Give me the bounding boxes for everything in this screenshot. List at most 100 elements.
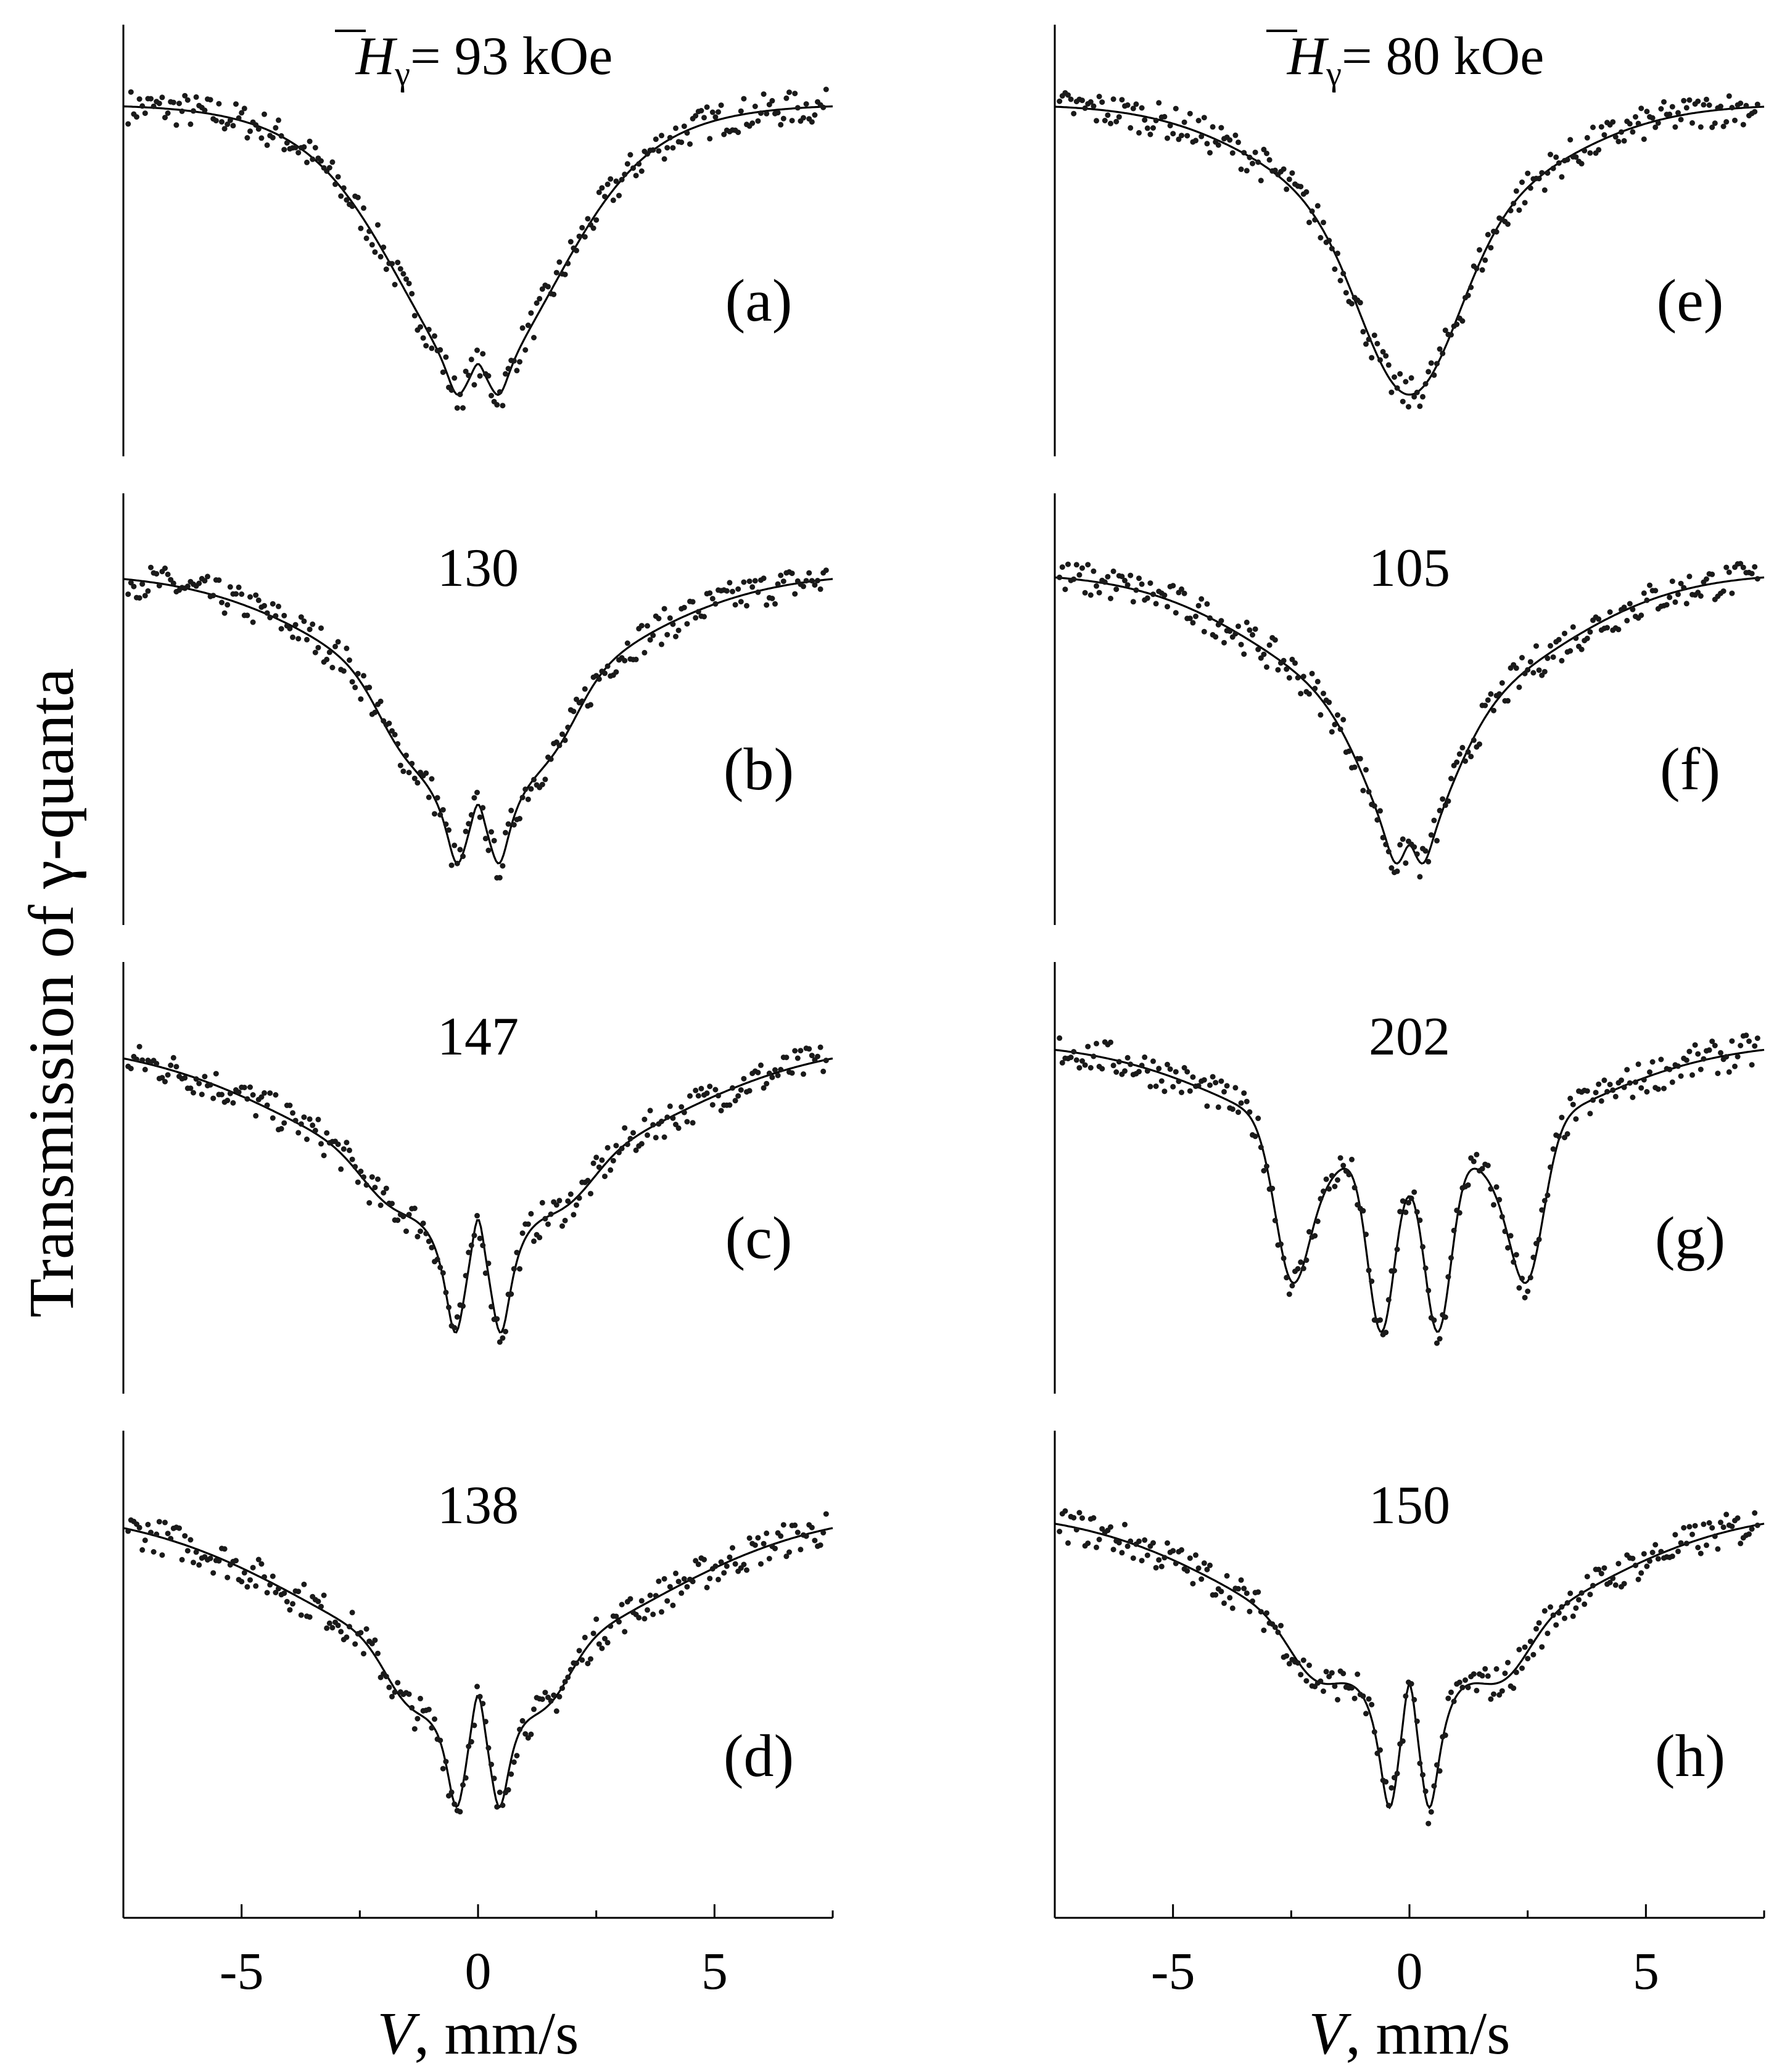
data-point	[565, 1198, 571, 1204]
data-point	[1204, 1566, 1210, 1572]
data-point	[1318, 712, 1324, 718]
data-point	[539, 286, 545, 292]
data-point	[1672, 599, 1678, 605]
data-point	[344, 645, 350, 651]
data-point	[165, 1531, 171, 1537]
data-point	[1309, 208, 1315, 214]
field-value-label: 147	[437, 1007, 519, 1067]
data-point	[661, 1576, 667, 1582]
data-point	[778, 1067, 784, 1072]
data-point	[363, 1182, 369, 1188]
data-point	[670, 1115, 676, 1121]
data-point	[1729, 1523, 1735, 1529]
data-point	[1165, 135, 1170, 141]
data-point	[284, 140, 290, 146]
data-point	[324, 1625, 330, 1631]
data-point	[426, 794, 432, 800]
data-point	[392, 282, 398, 287]
data-point	[1442, 1314, 1448, 1320]
data-point	[258, 135, 265, 141]
data-point	[531, 335, 537, 340]
data-point	[355, 670, 361, 676]
data-point	[1150, 1058, 1156, 1064]
data-point	[452, 1325, 458, 1331]
data-point	[1468, 284, 1474, 290]
data-point	[1496, 1692, 1503, 1698]
data-point	[1545, 656, 1551, 661]
data-point	[1422, 1788, 1429, 1794]
data-point	[1329, 729, 1335, 735]
data-point	[780, 578, 786, 585]
data-point	[1266, 157, 1273, 163]
data-point	[1238, 1577, 1244, 1583]
data-point	[159, 1075, 165, 1081]
data-point	[1156, 1066, 1162, 1072]
data-point	[1335, 712, 1340, 718]
data-point	[406, 281, 412, 287]
data-point	[1187, 615, 1193, 622]
data-point	[653, 1593, 659, 1599]
data-point	[1732, 1063, 1738, 1069]
data-point	[724, 588, 730, 594]
data-point	[1587, 1111, 1593, 1117]
data-point	[1108, 120, 1113, 126]
data-point	[1658, 106, 1664, 112]
data-point	[738, 1087, 744, 1093]
data-point	[789, 1070, 795, 1076]
data-point	[162, 565, 168, 571]
x-axis-var-left: V	[377, 2000, 421, 2067]
data-point	[548, 1211, 554, 1217]
data-point	[608, 176, 614, 182]
data-point	[383, 266, 389, 273]
data-point	[1536, 1236, 1542, 1243]
data-point	[1644, 597, 1650, 603]
data-point	[1170, 131, 1176, 137]
data-point	[1689, 1072, 1695, 1078]
data-point	[712, 1563, 719, 1569]
data-point	[1550, 165, 1556, 171]
data-point	[514, 1249, 520, 1256]
data-point	[670, 1602, 676, 1608]
data-point	[1400, 836, 1406, 842]
data-point	[1295, 1660, 1301, 1666]
data-point	[148, 96, 154, 102]
data-point	[1184, 133, 1190, 139]
x-tick-label: 5	[701, 1941, 728, 2000]
data-point	[500, 1335, 506, 1341]
data-point	[1678, 1540, 1684, 1546]
data-point	[1612, 134, 1619, 140]
data-point	[1550, 1146, 1556, 1152]
data-point	[1746, 1531, 1752, 1537]
data-point	[1252, 1133, 1258, 1140]
data-point	[1247, 1608, 1253, 1614]
data-point	[227, 1090, 233, 1096]
data-point	[616, 192, 622, 199]
data-point	[1420, 1244, 1425, 1250]
data-point	[443, 354, 449, 360]
data-point	[1400, 1198, 1406, 1204]
data-point	[347, 1624, 352, 1630]
data-point	[485, 373, 492, 379]
data-point	[139, 581, 146, 587]
data-point	[1482, 702, 1488, 709]
data-point	[1215, 142, 1221, 148]
data-point	[744, 1567, 749, 1573]
data-point	[1442, 802, 1448, 808]
data-point	[701, 115, 707, 121]
data-point	[1079, 1515, 1085, 1521]
data-point	[227, 117, 233, 123]
data-point	[429, 1244, 435, 1251]
field-value-label: Hγ= 93 kOe	[355, 27, 613, 93]
data-point	[630, 165, 636, 171]
data-point	[528, 1731, 534, 1737]
data-point	[184, 583, 191, 590]
data-point	[1463, 758, 1468, 764]
data-point	[1218, 618, 1224, 624]
data-point	[372, 1637, 378, 1643]
data-point	[525, 796, 531, 802]
data-point	[466, 1743, 472, 1749]
data-point	[1153, 1083, 1159, 1089]
data-point	[437, 1264, 444, 1270]
data-point	[1269, 1185, 1276, 1191]
data-point	[1675, 591, 1681, 598]
